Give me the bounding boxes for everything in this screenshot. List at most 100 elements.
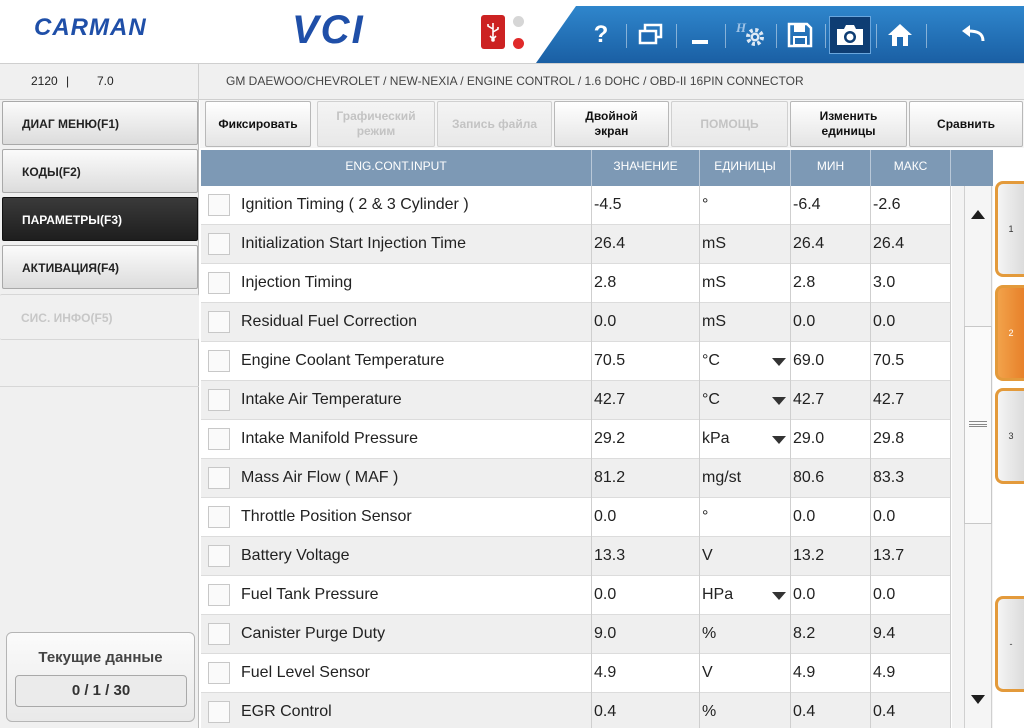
row-checkbox[interactable] xyxy=(208,506,230,528)
units-dropdown-icon[interactable] xyxy=(772,436,786,444)
param-max-text: -2.6 xyxy=(873,196,901,213)
row-checkbox[interactable] xyxy=(208,233,230,255)
table-row[interactable]: Fuel Level Sensor 4.9 V 4.9 4.9 xyxy=(201,654,951,693)
table-row[interactable]: Engine Coolant Temperature 70.5 °C 69.0 70.5 xyxy=(201,342,951,381)
page-tab-2[interactable]: 2 xyxy=(995,285,1024,381)
param-max: 29.8 xyxy=(871,420,951,459)
param-min-text: 0.0 xyxy=(793,508,816,525)
param-units-text: mS xyxy=(702,274,726,291)
page-tab-3[interactable]: 3 xyxy=(995,388,1024,484)
param-name-cell: Throttle Position Sensor xyxy=(201,498,592,537)
param-min-text: 2.8 xyxy=(793,274,816,291)
param-value-text: 29.2 xyxy=(594,430,626,447)
param-value-text: 2.8 xyxy=(594,274,617,291)
page-tab-1[interactable]: 1 xyxy=(995,181,1024,277)
table-row[interactable]: Ignition Timing ( 2 & 3 Cylinder ) -4.5 ° -… xyxy=(201,186,951,225)
save-icon[interactable] xyxy=(779,16,821,54)
connection-led-idle xyxy=(513,16,524,27)
scrollbar-thumb[interactable] xyxy=(964,326,992,524)
table-row[interactable]: Intake Manifold Pressure 29.2 kPa 29.0 29.8 xyxy=(201,420,951,459)
ecu-separator: | xyxy=(66,74,70,88)
param-max: -2.6 xyxy=(871,186,951,225)
record-file-button: Запись файла xyxy=(437,101,552,147)
row-checkbox[interactable] xyxy=(208,350,230,372)
scrollbar-area xyxy=(952,186,993,728)
param-value-text: 81.2 xyxy=(594,469,626,486)
column-header-value: ЗНАЧЕНИЕ xyxy=(592,150,700,186)
freeze-button[interactable]: Фиксировать xyxy=(205,101,311,147)
row-checkbox[interactable] xyxy=(208,545,230,567)
param-units: V xyxy=(700,654,791,693)
row-checkbox[interactable] xyxy=(208,623,230,645)
table-row[interactable]: Canister Purge Duty 9.0% 8.2 9.4 xyxy=(201,615,951,654)
param-max-text: 9.4 xyxy=(873,625,896,642)
table-row[interactable]: Battery Voltage 13.3 V 13.2 13.7 xyxy=(201,537,951,576)
scroll-up-icon[interactable] xyxy=(964,194,992,234)
units-dropdown-icon[interactable] xyxy=(772,397,786,405)
table-row[interactable]: Mass Air Flow ( MAF ) 81.2 mg/st 80.6 83.3 xyxy=(201,459,951,498)
row-checkbox[interactable] xyxy=(208,467,230,489)
table-row[interactable]: Intake Air Temperature 42.7 °C 42.7 42.7 xyxy=(201,381,951,420)
dual-screen-button[interactable]: Двойной экран xyxy=(554,101,669,147)
nav-diag-menu[interactable]: ДИАГ МЕНЮ(F1) xyxy=(2,101,198,145)
units-dropdown-icon[interactable] xyxy=(772,358,786,366)
header: CARMAN VCI ? H xyxy=(0,0,1024,63)
page-tabs: 1 2 3 - xyxy=(993,150,1024,728)
param-value: -4.5 xyxy=(592,186,700,225)
window-icon[interactable] xyxy=(630,16,672,54)
param-max-text: 42.7 xyxy=(873,391,905,408)
page-tab-next[interactable]: - xyxy=(995,596,1024,692)
scroll-down-icon[interactable] xyxy=(964,680,992,720)
param-value-text: 0.0 xyxy=(594,508,617,525)
row-checkbox[interactable] xyxy=(208,389,230,411)
current-data-title: Текущие данные xyxy=(38,649,163,666)
param-units[interactable]: kPa xyxy=(700,420,791,459)
table-row[interactable]: Fuel Tank Pressure 0.0 HPa 0.0 0.0 xyxy=(201,576,951,615)
param-value-text: 9.0 xyxy=(594,625,617,642)
param-min-text: 69.0 xyxy=(793,352,825,369)
help-icon[interactable]: ? xyxy=(593,21,609,48)
param-max: 0.0 xyxy=(871,498,951,537)
camera-icon[interactable] xyxy=(829,16,871,54)
row-checkbox[interactable] xyxy=(208,662,230,684)
param-min: 8.2 xyxy=(791,615,871,654)
param-max-text: 0.4 xyxy=(873,703,896,720)
param-max: 4.9 xyxy=(871,654,951,693)
param-max: 42.7 xyxy=(871,381,951,420)
param-max-text: 3.0 xyxy=(873,274,896,291)
table-row[interactable]: Initialization Start Injection Time 26.4 m… xyxy=(201,225,951,264)
param-units: V xyxy=(700,537,791,576)
param-units[interactable]: HPa xyxy=(700,576,791,615)
nav-codes[interactable]: КОДЫ(F2) xyxy=(2,149,198,193)
param-units-text: mS xyxy=(702,235,726,252)
param-min: 0.4 xyxy=(791,693,871,728)
table-row[interactable]: Residual Fuel Correction 0.0 mS 0.0 0.0 xyxy=(201,303,951,342)
back-icon[interactable] xyxy=(952,16,994,54)
table-row[interactable]: EGR Control 0.4% 0.4 0.4 xyxy=(201,693,951,728)
param-value: 0.0 xyxy=(592,303,700,342)
table-row[interactable]: Injection Timing 2.8 mS 2.8 3.0 xyxy=(201,264,951,303)
param-units: mS xyxy=(700,303,791,342)
settings-icon[interactable]: H xyxy=(730,16,772,54)
param-units[interactable]: °C xyxy=(700,381,791,420)
param-units-text: V xyxy=(702,664,713,681)
param-max: 70.5 xyxy=(871,342,951,381)
minimize-icon[interactable] xyxy=(679,16,721,54)
param-units[interactable]: °C xyxy=(700,342,791,381)
units-dropdown-icon[interactable] xyxy=(772,592,786,600)
change-units-button[interactable]: Изменить единицы xyxy=(790,101,907,147)
table-row[interactable]: Throttle Position Sensor 0.0 ° 0.0 0.0 xyxy=(201,498,951,537)
param-name: Throttle Position Sensor xyxy=(241,508,412,525)
row-checkbox[interactable] xyxy=(208,701,230,723)
row-checkbox[interactable] xyxy=(208,584,230,606)
home-icon[interactable] xyxy=(879,16,921,54)
nav-parameters[interactable]: ПАРАМЕТРЫ(F3) xyxy=(2,197,198,241)
row-checkbox[interactable] xyxy=(208,194,230,216)
row-checkbox[interactable] xyxy=(208,428,230,450)
nav-activation[interactable]: АКТИВАЦИЯ(F4) xyxy=(2,245,198,289)
action-bar: Фиксировать Графический режим Запись фай… xyxy=(200,100,1024,148)
row-checkbox[interactable] xyxy=(208,311,230,333)
row-checkbox[interactable] xyxy=(208,272,230,294)
param-min-text: 13.2 xyxy=(793,547,825,564)
compare-button[interactable]: Сравнить xyxy=(909,101,1023,147)
